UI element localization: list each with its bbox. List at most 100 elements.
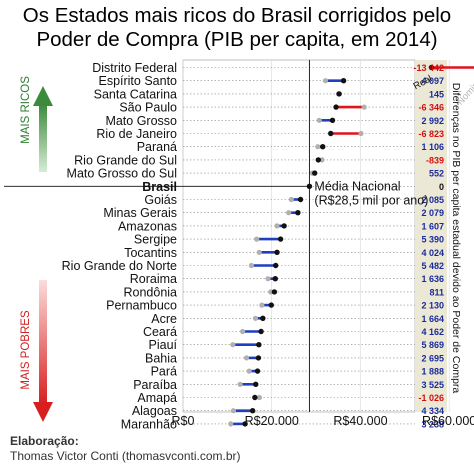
real-dot	[249, 408, 256, 414]
row-label: Rondônia	[123, 285, 177, 299]
real-dot	[273, 262, 279, 269]
up-arrow-shaft	[39, 104, 47, 172]
diff-value: 3 238	[421, 419, 444, 429]
row-label: Goiás	[144, 193, 177, 207]
x-tick-label: R$40.000	[333, 414, 387, 428]
nominal-dot	[265, 276, 271, 282]
real-dot	[277, 236, 284, 242]
nominal-dot	[243, 355, 250, 361]
real-dot	[254, 368, 261, 374]
nominal-dot	[248, 262, 254, 269]
row-label: Alagoas	[132, 404, 177, 418]
nominal-dot	[246, 368, 252, 374]
credit-author: Thomas Victor Conti (thomasvconti.com.br…	[10, 449, 241, 463]
real-dot	[242, 421, 248, 427]
real-dot	[281, 223, 287, 229]
real-dot	[320, 144, 326, 150]
row-label: Tocantins	[124, 246, 177, 260]
real-dot	[428, 64, 435, 71]
nominal-dot	[358, 130, 364, 137]
diff-value: 5 482	[421, 261, 444, 271]
diff-value: 4 097	[421, 76, 444, 86]
row-label: Rio Grande do Norte	[62, 259, 177, 273]
row-label: Espírito Santo	[98, 74, 177, 88]
diff-value: 1 106	[421, 142, 444, 152]
real-dot	[268, 302, 274, 308]
diff-value: 552	[429, 169, 444, 179]
nominal-dot	[237, 381, 243, 387]
x-tick-label: R$60.000	[422, 414, 474, 428]
credit-label: Elaboração:	[10, 434, 79, 448]
row-label: Pará	[151, 365, 177, 379]
real-dot	[297, 196, 304, 203]
row-label: Rio Grande do Sul	[74, 153, 177, 167]
nominal-dot	[228, 421, 234, 427]
nominal-dot	[316, 117, 322, 123]
reference-value-label: (R$28,5 mil por ano)	[314, 193, 428, 207]
real-dot	[336, 91, 342, 97]
real-dot	[260, 315, 266, 321]
diff-value: 2 085	[421, 195, 444, 205]
row-label: Brasil	[142, 180, 177, 194]
diff-value: 2 695	[421, 353, 444, 363]
diff-value: 2 130	[421, 301, 444, 311]
row-label: Maranhão	[121, 417, 177, 431]
real-dot	[312, 170, 318, 176]
nominal-dot	[252, 315, 259, 321]
real-dot	[258, 328, 264, 335]
row-label: Bahia	[145, 351, 177, 365]
row-label: Acre	[151, 312, 177, 326]
real-dot	[340, 78, 347, 84]
real-dot	[274, 249, 280, 255]
real-dot	[253, 381, 259, 387]
real-dot	[328, 130, 334, 137]
row-label: Mato Grosso	[105, 114, 177, 128]
diff-value: -13 442	[413, 63, 444, 73]
diff-value: 1 636	[421, 274, 444, 284]
diff-value: 5 869	[421, 340, 444, 350]
difference-column-panel	[415, 60, 447, 412]
real-dot	[272, 276, 278, 282]
chart-title: Os Estados mais ricos do Brasil corrigid…	[22, 4, 452, 51]
real-dot	[295, 210, 301, 216]
real-dot	[315, 157, 321, 163]
plot-panel	[182, 59, 416, 413]
nominal-dot	[259, 302, 265, 308]
diff-value: -6 823	[418, 129, 444, 139]
nominal-dot	[256, 394, 263, 401]
real-dot	[271, 289, 278, 295]
row-label: São Paulo	[119, 101, 177, 115]
row-label: Rio de Janeiro	[96, 127, 177, 141]
nominal-dot	[322, 78, 329, 84]
x-tick-label: R$20.000	[245, 414, 299, 428]
nominal-dot	[254, 236, 260, 242]
nominal-dot	[230, 408, 237, 414]
diff-value: -1 026	[418, 393, 444, 403]
down-arrow-shaft	[39, 280, 47, 405]
real-dot	[255, 355, 262, 361]
credit: Elaboração: Thomas Victor Conti (thomasv…	[10, 434, 241, 464]
nominal-dot	[319, 157, 325, 163]
row-label: Amazonas	[118, 219, 177, 233]
row-label: Paraíba	[133, 378, 177, 392]
nominal-dot	[288, 196, 294, 203]
row-label: Ceará	[143, 325, 177, 339]
row-label: Roraima	[130, 272, 177, 286]
row-label: Pernambuco	[106, 299, 177, 313]
diff-value: 4 162	[421, 327, 444, 337]
nominal-dot	[256, 249, 262, 255]
diff-value: 1 607	[421, 221, 444, 231]
diff-value: 2 992	[421, 116, 444, 126]
row-label: Paraná	[137, 140, 177, 154]
row-label: Distrito Federal	[92, 61, 177, 75]
diff-value: 1 664	[421, 314, 444, 324]
diff-value: 4 024	[421, 248, 444, 258]
down-arrow-head	[33, 402, 53, 422]
row-label: Santa Catarina	[94, 87, 177, 101]
diff-value: 4 334	[421, 406, 444, 416]
x-tick-label: R$0	[172, 414, 195, 428]
diff-value: 1 888	[421, 367, 444, 377]
real-dot	[333, 104, 339, 110]
diff-value: -839	[426, 155, 444, 165]
